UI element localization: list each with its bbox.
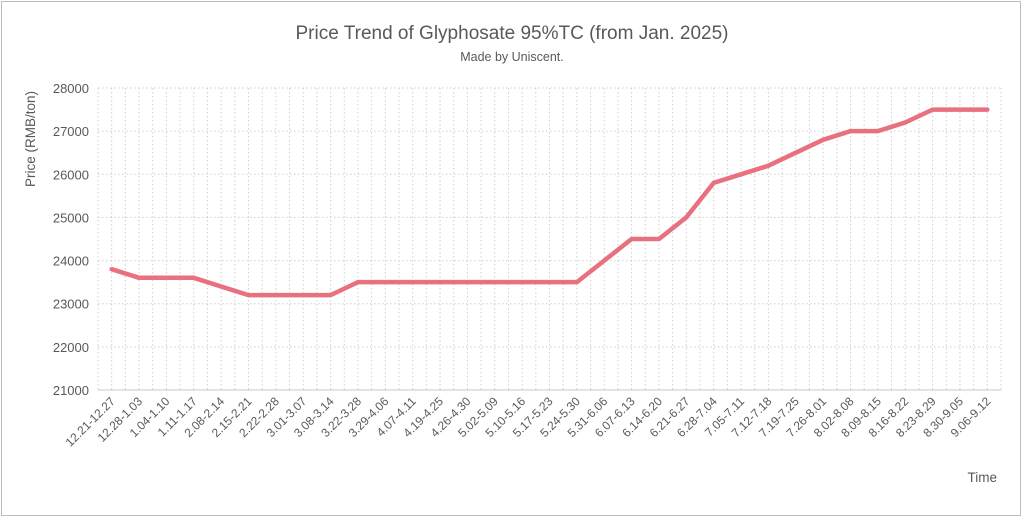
x-axis-label: Time — [968, 470, 998, 485]
y-tick-label: 28000 — [53, 81, 89, 96]
chart-title: Price Trend of Glyphosate 95%TC (from Ja… — [296, 23, 729, 44]
y-tick-label: 23000 — [53, 297, 89, 312]
y-tick-label: 22000 — [53, 340, 89, 355]
y-tick-labels: 21000 22000 23000 24000 25000 26000 27000 28000 — [53, 81, 89, 398]
y-tick-label: 25000 — [53, 210, 89, 225]
x-tick-labels: 12.21-12.2712.28-1.031.04-1.101.11-1.172… — [63, 394, 994, 449]
y-tick-label: 27000 — [53, 124, 89, 139]
y-axis-label: Price (RMB/ton) — [23, 91, 38, 187]
y-tick-label: 21000 — [53, 383, 89, 398]
chart-subtitle: Made by Uniscent. — [460, 50, 564, 64]
y-tick-label: 24000 — [53, 254, 89, 269]
y-tick-label: 26000 — [53, 167, 89, 182]
